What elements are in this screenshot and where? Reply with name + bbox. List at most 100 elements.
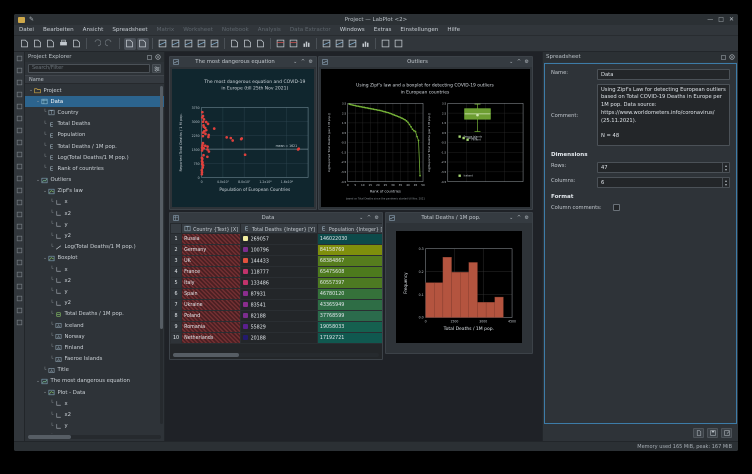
columns-stepper-arrows[interactable]: ▴ ▾ — [722, 178, 729, 187]
tree-item[interactable]: └ y2 — [25, 298, 164, 309]
comment-field[interactable]: Using Zipf's Law for detecting European … — [597, 84, 730, 146]
cell-total-deaths[interactable]: 118777 — [240, 266, 318, 278]
tree-item[interactable]: └ x — [25, 197, 164, 208]
move-icon[interactable] — [15, 66, 24, 75]
save-project-icon[interactable] — [45, 38, 57, 50]
import-dropdown-icon[interactable] — [242, 38, 254, 50]
zoom-x-icon[interactable] — [15, 114, 24, 123]
rows-stepper-arrows[interactable]: ▴ ▾ — [722, 163, 729, 172]
table-row[interactable]: 1 Russia 269057 146022030 — [170, 233, 382, 245]
add-column-icon[interactable] — [275, 38, 287, 50]
tree-item[interactable]: └ E Total Deaths — [25, 119, 164, 130]
cell-population[interactable]: 65475608 — [316, 266, 382, 278]
outliers-close-button[interactable]: ⚙ — [524, 59, 529, 65]
window-most-dangerous-equation[interactable]: The most dangerous equation ⌄ ^ ⚙ The mo… — [169, 56, 317, 210]
spreadsheet-scroll[interactable]: T Country {Text} [X] E Total Deaths {Intege… — [170, 223, 382, 352]
new-script-icon[interactable] — [209, 38, 221, 50]
datapicker-icon[interactable] — [15, 138, 24, 147]
menu-einstellungen[interactable]: Einstellungen — [400, 27, 439, 33]
tree-item[interactable]: └ Total Deaths / 1M pop. — [25, 309, 164, 320]
new-icon[interactable] — [693, 428, 704, 438]
cell-total-deaths[interactable]: 55829 — [240, 321, 318, 333]
textlabel-icon[interactable] — [15, 198, 24, 207]
cell-population[interactable]: 60557397 — [316, 277, 382, 289]
cell-total-deaths[interactable]: 82188 — [240, 310, 318, 322]
tree-scrollbar-horizontal[interactable] — [28, 435, 161, 439]
column-header[interactable]: E Population {Integer} [Y] — [316, 223, 382, 234]
histogram-close-button[interactable]: ⚙ — [524, 215, 529, 221]
close-button[interactable]: ✕ — [728, 15, 734, 23]
undo-icon[interactable] — [91, 38, 103, 50]
new-live-data-icon[interactable] — [196, 38, 208, 50]
curve-icon[interactable] — [15, 150, 24, 159]
float-icon[interactable] — [721, 54, 726, 60]
data-maximize-button[interactable]: ^ — [366, 215, 372, 221]
colormap-icon[interactable] — [15, 282, 24, 291]
statistics-icon[interactable] — [301, 38, 313, 50]
search-input[interactable] — [28, 64, 150, 73]
table-row[interactable]: 7 Ukraine 83541 43365949 — [170, 299, 382, 311]
table-row[interactable]: 2 Germany 100796 84158769 — [170, 244, 382, 256]
scatter-window-titlebar[interactable]: The most dangerous equation ⌄ ^ ⚙ — [170, 57, 316, 67]
tree-item[interactable]: └ A Norway — [25, 331, 164, 342]
new-matrix-icon[interactable] — [136, 37, 149, 50]
new-project-icon[interactable] — [19, 38, 31, 50]
cell-country[interactable]: UK — [181, 255, 242, 267]
zoom-y-icon[interactable] — [15, 126, 24, 135]
cell-total-deaths[interactable]: 20188 — [240, 332, 318, 344]
data-window-titlebar[interactable]: Data ⌄ ^ ⚙ — [170, 213, 382, 223]
tree-item[interactable]: └ y — [25, 286, 164, 297]
filter-options-icon[interactable] — [152, 64, 161, 73]
name-field[interactable]: Data — [597, 69, 730, 80]
row-number[interactable]: 7 — [170, 299, 183, 311]
table-row[interactable]: 4 France 118777 65475608 — [170, 266, 382, 278]
table-row[interactable]: 5 Italy 133486 60557397 — [170, 277, 382, 289]
marker-icon[interactable] — [15, 246, 24, 255]
tree-item[interactable]: └ E Total Deaths / 1M pop. — [25, 141, 164, 152]
cell-population[interactable]: 19058033 — [316, 321, 382, 333]
chevron-down-icon[interactable]: ⌄ — [36, 177, 40, 183]
new-worksheet-icon[interactable] — [157, 38, 169, 50]
tree-item[interactable]: └ A Title — [25, 365, 164, 376]
data-table[interactable]: T Country {Text} [X] E Total Deaths {Intege… — [170, 223, 382, 344]
pin-icon[interactable]: ✎ — [29, 16, 35, 23]
line-icon[interactable] — [15, 234, 24, 243]
cell-country[interactable]: Germany — [181, 244, 242, 256]
image-icon[interactable] — [15, 210, 24, 219]
tree-item[interactable]: ⌄ Boxplot — [25, 253, 164, 264]
tree-item[interactable]: └ x — [25, 264, 164, 275]
save-as-icon[interactable] — [721, 428, 732, 438]
cell-country[interactable]: Russia — [181, 233, 242, 245]
print-icon[interactable] — [58, 38, 70, 50]
table-row[interactable]: 8 Poland 82188 37768599 — [170, 310, 382, 322]
row-number[interactable]: 10 — [170, 332, 183, 344]
tree-item[interactable]: ⌄ The most dangerous equation — [25, 376, 164, 387]
row-number[interactable]: 3 — [170, 255, 183, 267]
rows-stepper[interactable]: 47 ▴ ▾ — [597, 162, 730, 173]
histogram-window-titlebar[interactable]: Total Deaths / 1M pop. ⌄ ^ ⚙ — [386, 213, 532, 223]
project-tree[interactable]: ⌄ Project ⌄ Data └ T Country └ E Total Deaths └ E Po… — [25, 84, 164, 434]
cell-country[interactable]: Romania — [181, 321, 242, 333]
scatter-maximize-button[interactable]: ^ — [300, 59, 306, 65]
gear-icon[interactable] — [729, 54, 735, 60]
window-data-spreadsheet[interactable]: Data ⌄ ^ ⚙ T Country {Text} [X] E Total Dea… — [169, 212, 383, 360]
chevron-down-icon[interactable]: ⌄ — [36, 378, 40, 384]
print-preview-icon[interactable] — [71, 38, 83, 50]
cell-total-deaths[interactable]: 87931 — [240, 288, 318, 300]
plot-area-icon[interactable] — [15, 270, 24, 279]
columns-stepper[interactable]: 6 ▴ ▾ — [597, 177, 730, 188]
redo-icon[interactable] — [104, 38, 116, 50]
tree-item[interactable]: └ A Finland — [25, 342, 164, 353]
cell-population[interactable]: 68384867 — [316, 255, 382, 267]
row-number[interactable]: 5 — [170, 277, 183, 289]
new-spreadsheet-icon[interactable] — [123, 37, 136, 50]
tree-item[interactable]: └ y2 — [25, 230, 164, 241]
function-icon[interactable] — [393, 38, 405, 50]
cell-population[interactable]: 17192721 — [316, 332, 382, 344]
box-icon[interactable] — [15, 222, 24, 231]
legend-icon[interactable] — [15, 186, 24, 195]
table-row[interactable]: 3 UK 144433 68384867 — [170, 255, 382, 267]
row-number[interactable]: 1 — [170, 233, 183, 245]
flatten-icon[interactable] — [347, 38, 359, 50]
cell-total-deaths[interactable]: 144433 — [240, 255, 318, 267]
